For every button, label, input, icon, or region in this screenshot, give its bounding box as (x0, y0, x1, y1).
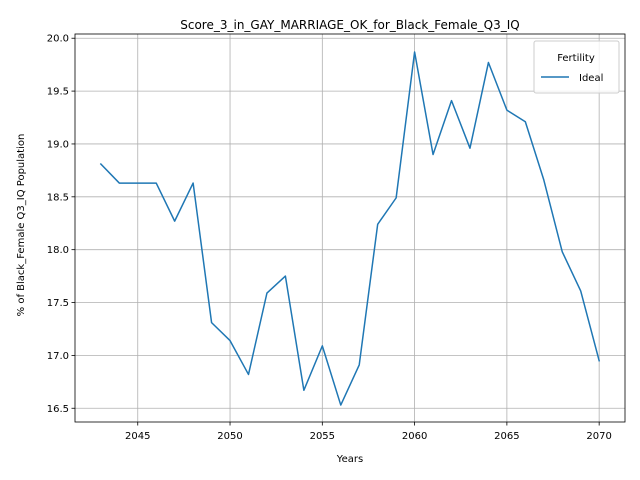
y-tick-label: 17.5 (47, 298, 69, 309)
chart-title: Score_3_in_GAY_MARRIAGE_OK_for_Black_Fem… (180, 18, 519, 32)
plot-area-frame (74, 33, 626, 423)
x-tick-label: 2055 (310, 431, 335, 442)
grid-lines (75, 34, 625, 422)
legend-label-ideal: Ideal (579, 73, 603, 84)
legend-box (533, 40, 620, 94)
series-layer (99, 51, 601, 406)
y-tick-label: 17.0 (47, 351, 69, 362)
y-tick-label: 19.5 (47, 87, 69, 98)
y-tick-label: 19.0 (47, 139, 69, 150)
y-tick-label: 18.5 (47, 192, 69, 203)
y-axis-label: % of Black_Female Q3_IQ Population (16, 134, 27, 317)
x-tick-label: 2065 (494, 431, 519, 442)
tick-marks: 2045 2050 2055 2060 2065 2070 16.5 17.0 17.5 18.0… (47, 34, 612, 442)
x-tick-label: 2050 (217, 431, 242, 442)
legend-title: Fertility (557, 53, 595, 64)
y-tick-label: 18.0 (47, 245, 69, 256)
x-axis-label: Years (336, 454, 363, 465)
y-tick-label: 20.0 (47, 34, 69, 45)
y-tick-label: 16.5 (47, 404, 69, 415)
x-tick-label: 2045 (125, 431, 150, 442)
x-tick-label: 2070 (586, 431, 611, 442)
series-line-ideal (99, 51, 601, 406)
x-tick-label: 2060 (402, 431, 427, 442)
legend: Fertility Ideal (533, 40, 620, 94)
